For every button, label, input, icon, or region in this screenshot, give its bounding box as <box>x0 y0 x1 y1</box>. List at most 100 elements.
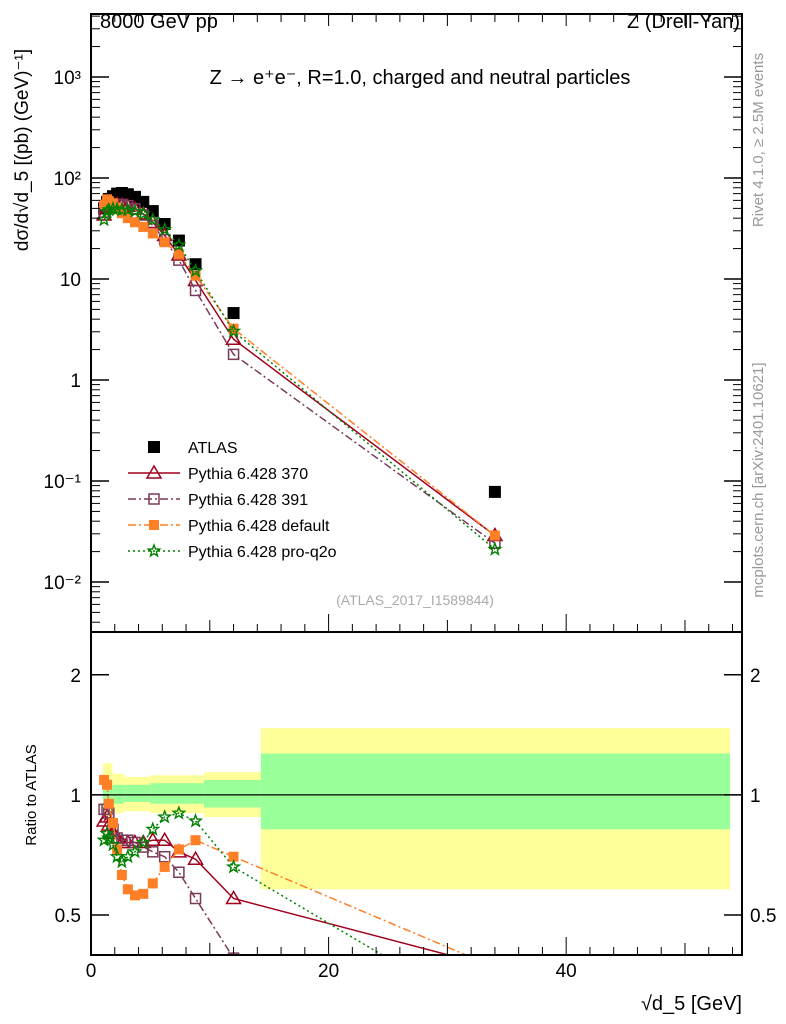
ratio-point-pythia-6-428-391 <box>122 834 134 846</box>
point-pythia-6-428-370 <box>144 214 162 229</box>
ratio-point-pythia-6-428-391 <box>173 866 185 878</box>
ratio-point-pythia-6-428-default <box>173 844 184 855</box>
legend-marker-pythia-6-428-370 <box>145 464 163 479</box>
legend-label-pythia-6-428-default: Pythia 6.428 default <box>188 518 330 535</box>
ratio-point-pythia-6-428-370 <box>144 831 162 846</box>
stat-band-0 <box>102 779 113 808</box>
ratio-point-pythia-6-428-pro-q2o <box>171 805 187 820</box>
legend-marker-atlas <box>148 441 160 453</box>
ratio-point-pythia-6-428-default <box>228 851 239 862</box>
point-pythia-6-428-370 <box>225 330 242 346</box>
ratio-point-pythia-6-428-391 <box>490 993 500 1003</box>
point-pythia-6-428-pro-q2o <box>156 221 173 237</box>
point-pythia-6-428-default <box>116 208 127 219</box>
mcplots-label: mcplots.cern.ch [arXiv:2401.10621] <box>750 362 767 597</box>
x-tick-label: 40 <box>556 961 577 982</box>
ratio-point-pythia-6-428-default <box>129 890 140 901</box>
ratio-point-pythia-6-428-370 <box>187 850 204 865</box>
ratio-y-tick-label: 0.5 <box>750 906 776 927</box>
ratio-point-pythia-6-428-pro-q2o <box>101 830 117 845</box>
y-axis-label: dσ/d√d_5 [(pb) (GeV)⁻¹] <box>12 49 33 251</box>
ratio-point-pythia-6-428-pro-q2o <box>225 858 242 874</box>
point-atlas <box>146 205 159 218</box>
point-pythia-6-428-pro-q2o <box>171 237 187 252</box>
ratio-point-pythia-6-428-370 <box>488 960 502 972</box>
ratio-point-pythia-6-428-default <box>103 798 114 809</box>
analysis-label: (ATLAS_2017_I1589844) <box>336 592 494 608</box>
point-pythia-6-428-default <box>122 213 133 224</box>
ratio-point-pythia-6-428-default <box>147 878 158 889</box>
ratio-point-pythia-6-428-default <box>490 962 500 972</box>
point-pythia-6-428-default <box>159 237 170 248</box>
ratio-y-label: Ratio to ATLAS <box>23 744 40 845</box>
ratio-point-pythia-6-428-pro-q2o <box>187 812 204 828</box>
ratio-y-tick-label: 1 <box>70 786 81 807</box>
legend-marker-pythia-6-428-default <box>149 520 159 530</box>
ratio-frame <box>90 631 743 956</box>
point-pythia-6-428-pro-q2o <box>127 203 143 218</box>
legend-label-atlas: ATLAS <box>188 440 238 457</box>
x-tick-label: 0 <box>86 961 97 982</box>
ratio-point-pythia-6-428-default <box>102 779 113 790</box>
legend-marker-pythia-6-428-pro-q2o <box>146 543 162 558</box>
y-tick-label: 10³ <box>54 68 81 89</box>
point-atlas <box>488 485 501 498</box>
point-pythia-6-428-pro-q2o <box>187 262 204 278</box>
point-pythia-6-428-pro-q2o <box>145 211 161 227</box>
ratio-point-pythia-6-428-default <box>107 818 118 829</box>
point-pythia-6-428-default <box>489 530 500 541</box>
ratio-point-pythia-6-428-pro-q2o <box>156 809 173 824</box>
header-left: 8000 GeV pp <box>100 11 218 33</box>
ratio-point-pythia-6-428-pro-q2o <box>145 821 161 836</box>
point-pythia-6-428-default <box>138 221 149 232</box>
ratio-point-pythia-6-428-370 <box>156 831 173 846</box>
x-axis-label: √d_5 [GeV] <box>641 993 742 1015</box>
stat-band-5 <box>260 753 731 830</box>
stat-band-2 <box>124 784 151 802</box>
y-tick-label: 10 <box>60 270 81 291</box>
point-pythia-6-428-default <box>228 323 239 334</box>
ratio-point-pythia-6-428-370 <box>225 890 242 905</box>
rivet-label: Rivet 4.1.0, ≥ 2.5M events <box>750 53 767 227</box>
ratio-y-tick-label: 1 <box>750 786 761 807</box>
ratio-y-tick-label: 2 <box>70 666 81 687</box>
x-tick-label: 20 <box>318 961 339 982</box>
point-pythia-6-428-391 <box>227 348 240 361</box>
legend-label-pythia-6-428-391: Pythia 6.428 391 <box>188 492 308 509</box>
stat-band-1 <box>112 784 125 804</box>
ratio-line-pythia-6-428-pro-q2o <box>103 812 384 955</box>
point-pythia-6-428-default <box>190 270 201 281</box>
point-pythia-6-428-default <box>129 217 140 228</box>
ratio-point-pythia-6-428-391 <box>189 892 202 905</box>
legend-marker-pythia-6-428-391 <box>148 493 160 505</box>
stat-band-3 <box>150 783 204 804</box>
point-pythia-6-428-pro-q2o <box>487 541 503 556</box>
ratio-point-pythia-6-428-default <box>116 869 127 880</box>
ratio-point-pythia-6-428-391 <box>147 846 159 858</box>
point-pythia-6-428-pro-q2o <box>120 201 136 217</box>
point-pythia-6-428-pro-q2o <box>105 200 121 216</box>
stat-band-4 <box>203 779 261 808</box>
ratio-point-pythia-6-428-default <box>122 884 133 895</box>
ratio-y-tick-label: 2 <box>750 666 761 687</box>
ratio-point-pythia-6-428-default <box>159 861 170 872</box>
ratio-point-pythia-6-428-default <box>190 835 201 846</box>
point-pythia-6-428-default <box>173 249 184 260</box>
line-pythia-6-428-370 <box>103 203 496 537</box>
ratio-point-pythia-6-428-pro-q2o <box>489 1016 500 1024</box>
y-tick-label: 1 <box>70 371 81 392</box>
ratio-point-pythia-6-428-default <box>138 888 149 899</box>
point-pythia-6-428-default <box>147 228 158 239</box>
point-pythia-6-428-391 <box>189 284 202 297</box>
point-pythia-6-428-pro-q2o <box>225 323 242 338</box>
ratio-point-pythia-6-428-pro-q2o <box>135 834 151 849</box>
ratio-point-pythia-6-428-pro-q2o <box>96 832 112 847</box>
ratio-y-tick-label: 0.5 <box>55 906 81 927</box>
y-tick-label: 10² <box>54 169 81 190</box>
ratio-series-group <box>95 774 502 1024</box>
main-frame <box>90 13 743 633</box>
point-pythia-6-428-pro-q2o <box>135 205 151 221</box>
ratio-point-pythia-6-428-391 <box>158 850 171 863</box>
point-atlas <box>227 307 240 320</box>
y-tick-label: 10⁻¹ <box>44 472 82 493</box>
